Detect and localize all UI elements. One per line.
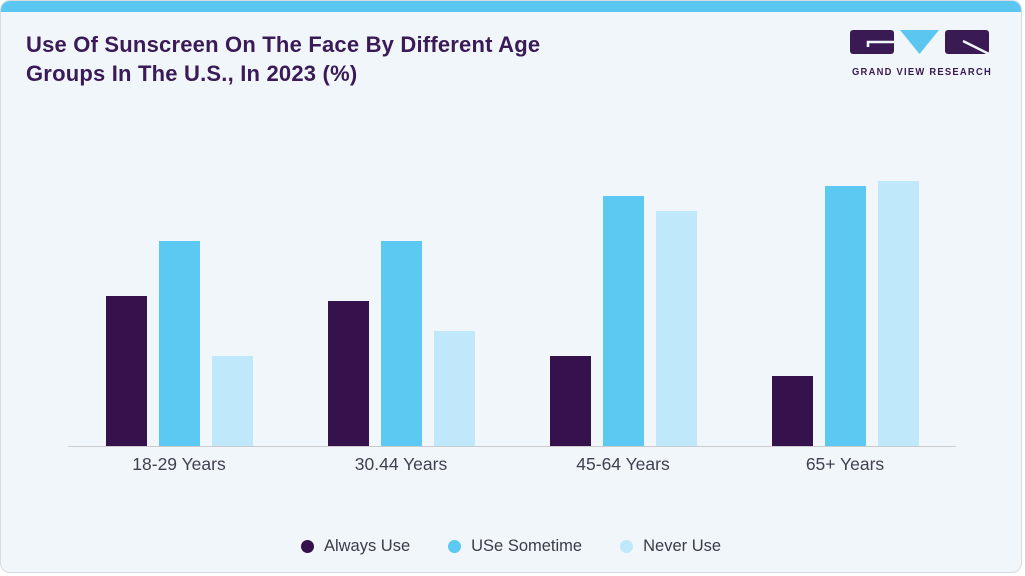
bar-use-sometime bbox=[380, 241, 422, 446]
bar-use-sometime bbox=[824, 186, 866, 446]
bar-never-use bbox=[655, 211, 697, 446]
bar-group-45-64-years bbox=[549, 196, 697, 446]
page-title-line2: Groups In The U.S., In 2023 (%) bbox=[26, 61, 358, 86]
x-axis-label: 30.44 Years bbox=[354, 454, 448, 474]
logo-mark-right bbox=[945, 30, 990, 56]
bar-group-65+-years bbox=[771, 181, 919, 446]
legend-item-never-use: Never Use bbox=[620, 537, 721, 556]
bar-group-18-29-years bbox=[105, 241, 253, 446]
x-axis-label: 45-64 Years bbox=[576, 454, 670, 474]
x-axis-labels: 18-29 Years 30.44 Years 45-64 Years 65+ Yea… bbox=[68, 454, 956, 475]
logo-triangle-icon bbox=[900, 30, 939, 54]
legend-label: Always Use bbox=[323, 537, 411, 555]
legend-label: Never Use bbox=[643, 537, 722, 555]
bar-always-use bbox=[105, 296, 147, 446]
legend-swatch-icon bbox=[300, 540, 314, 553]
top-accent-bar bbox=[1, 1, 1021, 12]
legend-swatch-icon bbox=[620, 540, 634, 553]
legend-item-always-use: Always Use bbox=[300, 537, 411, 556]
legend: Always Use USe Sometime Never Use bbox=[1, 537, 1021, 556]
legend-label: USe Sometime bbox=[471, 537, 583, 555]
bar-always-use bbox=[327, 301, 369, 446]
bar-always-use bbox=[771, 376, 813, 446]
logo-text: GRAND VIEW RESEARCH bbox=[852, 66, 992, 78]
bar-never-use bbox=[877, 181, 919, 446]
bar-always-use bbox=[549, 356, 591, 446]
grand-view-research-logo: GRAND VIEW RESEARCH bbox=[849, 28, 995, 85]
legend-swatch-icon bbox=[448, 540, 462, 553]
logo-mark-left bbox=[850, 30, 894, 54]
bar-never-use bbox=[433, 331, 475, 446]
bar-use-sometime bbox=[602, 196, 644, 446]
x-axis-label: 18-29 Years bbox=[132, 454, 226, 474]
header: Use Of Sunscreen On The Face By Differen… bbox=[1, 12, 1021, 88]
bar-use-sometime bbox=[158, 241, 200, 446]
page-title-line1: Use Of Sunscreen On The Face By Differen… bbox=[26, 32, 541, 57]
bar-group-30-44-years bbox=[327, 241, 475, 446]
page-title: Use Of Sunscreen On The Face By Differen… bbox=[26, 30, 540, 88]
bar-never-use bbox=[211, 356, 253, 446]
legend-item-use-sometime: USe Sometime bbox=[448, 537, 582, 556]
x-axis-label: 65+ Years bbox=[805, 454, 885, 474]
plot-area bbox=[68, 146, 956, 447]
